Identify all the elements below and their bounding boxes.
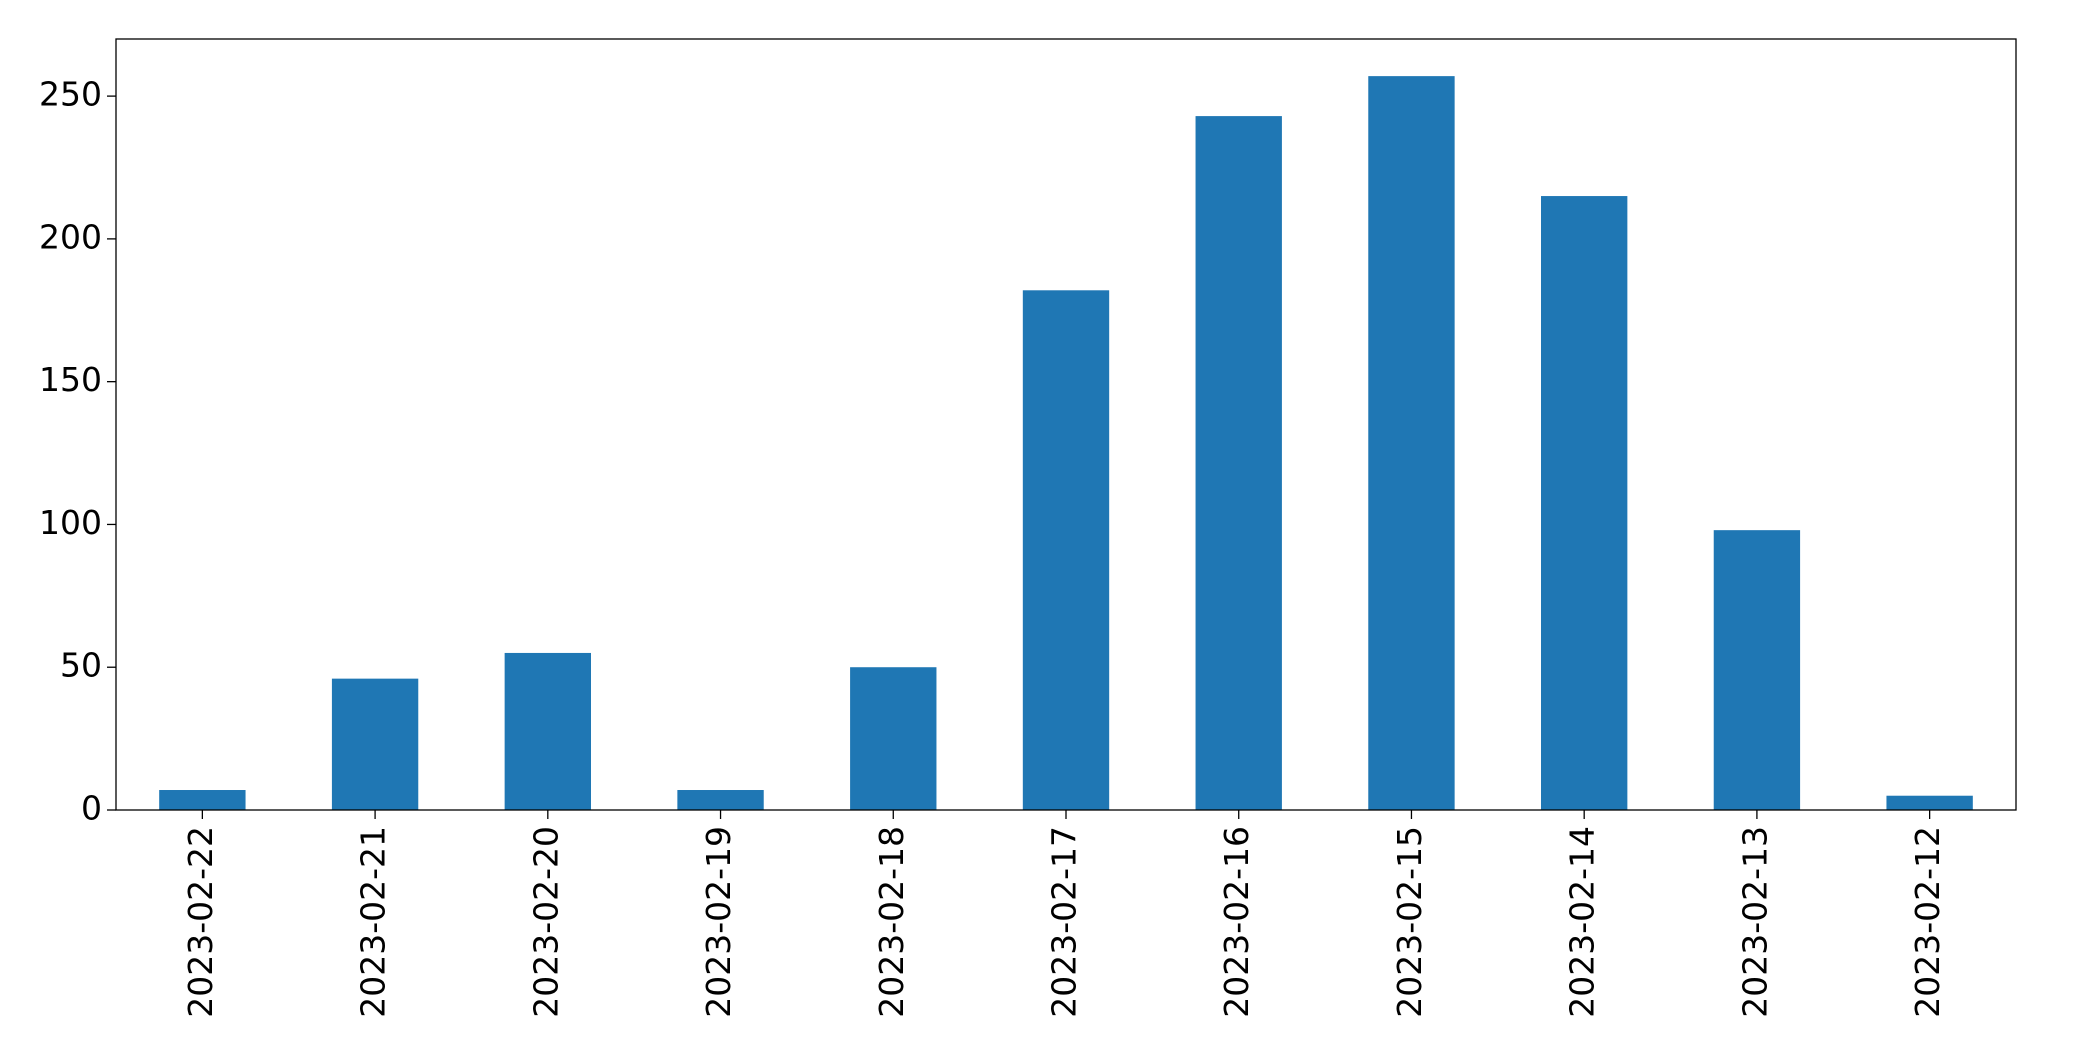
bar bbox=[1713, 530, 1801, 810]
x-tick-label: 2023-02-17 bbox=[1045, 826, 1084, 1018]
x-tick-label: 2023-02-16 bbox=[1217, 826, 1256, 1018]
bar bbox=[1195, 116, 1282, 811]
x-tick-label: 2023-02-19 bbox=[699, 826, 738, 1018]
bar bbox=[159, 790, 246, 810]
bar bbox=[677, 790, 764, 810]
x-tick-label: 2023-02-21 bbox=[354, 826, 393, 1018]
x-tick-label: 2023-02-13 bbox=[1735, 826, 1774, 1018]
bar bbox=[1368, 76, 1455, 811]
axes-frame bbox=[115, 38, 2017, 811]
x-tick-label: 2023-02-22 bbox=[181, 826, 220, 1018]
bar bbox=[1541, 196, 1628, 811]
x-tick-label: 2023-02-18 bbox=[872, 826, 911, 1018]
x-tick-label: 2023-02-20 bbox=[526, 826, 565, 1018]
bar bbox=[504, 652, 591, 810]
bar bbox=[331, 678, 419, 810]
x-tick-label: 2023-02-12 bbox=[1908, 826, 1947, 1018]
y-tick-label: 100 bbox=[39, 503, 102, 542]
y-tick-label: 250 bbox=[39, 75, 102, 114]
bar bbox=[850, 667, 937, 810]
y-tick-label: 0 bbox=[81, 789, 102, 828]
x-tick-label: 2023-02-14 bbox=[1563, 826, 1602, 1018]
bar bbox=[1886, 795, 1973, 810]
y-tick-label: 50 bbox=[60, 646, 102, 685]
y-tick-label: 200 bbox=[39, 217, 102, 256]
bar bbox=[1022, 290, 1110, 810]
x-tick-label: 2023-02-15 bbox=[1390, 826, 1429, 1018]
y-tick-label: 150 bbox=[39, 360, 102, 399]
